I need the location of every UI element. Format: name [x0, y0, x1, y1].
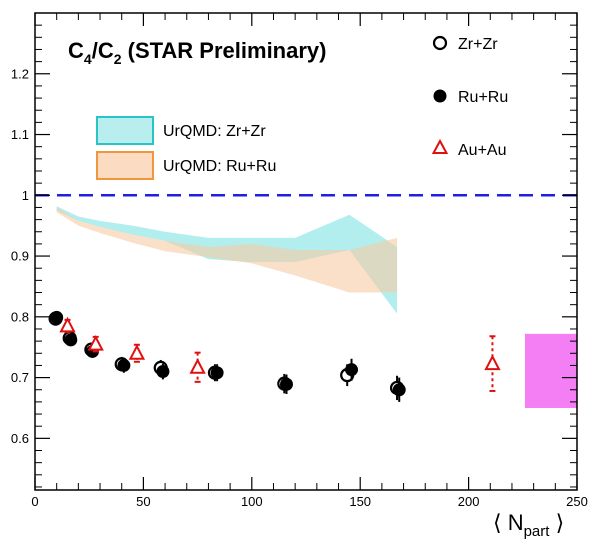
x-tick-label: 200: [458, 494, 480, 509]
legend-label-ru: Ru+Ru: [458, 89, 508, 106]
y-tick-label: 0.6: [11, 431, 29, 446]
triangle-marker: [128, 344, 146, 360]
data-point-au-au-3: [189, 351, 206, 383]
legend-label-au: Au+Au: [458, 142, 506, 159]
y-tick-label: 1.1: [11, 127, 29, 142]
legend-open-circle-icon: [432, 35, 448, 51]
urqmd-bands: [56, 206, 398, 314]
data-point-au-au-4: [484, 335, 501, 392]
urqmd-band-ru: [56, 207, 398, 293]
legend-label-urqmd-ru: UrQMD: Ru+Ru: [163, 158, 276, 175]
data-point-au-au-0: [59, 316, 76, 334]
plot-frame-rect: [34, 12, 578, 491]
legend-label-zr: Zr+Zr: [458, 36, 498, 53]
legend-label-urqmd-zr: UrQMD: Zr+Zr: [163, 123, 266, 140]
data-point-ru-ru-6: [279, 374, 293, 394]
legend-ru-band-swatch: [96, 151, 154, 180]
triangle-marker: [59, 316, 76, 333]
y-tick-label: 1.2: [11, 66, 29, 81]
triangle-marker: [484, 354, 501, 371]
urqmd-band-zr: [56, 206, 398, 314]
x-tick-label: 250: [566, 494, 588, 509]
legend-filled-circle-icon: [433, 89, 447, 103]
data-point-ru-ru-5: [210, 364, 224, 382]
filled-circle-marker: [345, 363, 359, 377]
data-point-ru-ru-3: [117, 358, 131, 373]
x-tick-label: 50: [136, 494, 150, 509]
band-legend: UrQMD: Zr+Zr UrQMD: Ru+Ru: [96, 116, 276, 180]
data-point-ru-ru-7: [345, 358, 359, 381]
data-point-ru-ru-4: [156, 363, 170, 380]
systematic-box: [524, 333, 577, 408]
filled-circle-marker: [117, 358, 131, 372]
legend-open-triangle-icon: [431, 138, 449, 154]
x-tick-label: 100: [241, 494, 263, 509]
filled-circle-marker: [392, 383, 406, 397]
chart-title: C4/C2 (STAR Preliminary): [68, 38, 326, 67]
x-axis-label: ⟨ Npart ⟩: [493, 510, 564, 540]
data-point-ru-ru-8: [392, 377, 406, 402]
systematic-uncertainty-box: [524, 333, 577, 408]
filled-circle-marker: [50, 310, 64, 324]
data-points: [48, 310, 501, 402]
filled-circle-marker: [279, 377, 293, 391]
triangle-marker: [87, 334, 104, 351]
filled-circle-marker: [156, 365, 170, 379]
x-tick-label: 0: [31, 494, 38, 509]
y-tick-label: 0.8: [11, 309, 29, 324]
y-tick-label: 0.9: [11, 249, 29, 264]
y-tick-label: 0.7: [11, 370, 29, 385]
data-point-ru-ru-1: [64, 333, 78, 347]
filled-circle-marker: [64, 333, 78, 347]
data-point-au-au-1: [87, 334, 104, 353]
triangle-marker: [189, 358, 206, 374]
x-tick-label: 150: [349, 494, 371, 509]
data-point-au-au-2: [128, 343, 146, 363]
data-point-ru-ru-0: [50, 310, 64, 324]
marker-legend: Zr+Zr Ru+Ru Au+Au: [431, 35, 508, 159]
plot-frame: [34, 12, 578, 491]
filled-circle-marker: [210, 366, 224, 380]
y-tick-label: 1: [22, 188, 29, 203]
axis-ticks: 0 50 100 150 200 250 0.6 0.7 0.8 0.9 1 1.1 1.2: [11, 13, 588, 509]
legend-zr-band-swatch: [96, 116, 154, 145]
